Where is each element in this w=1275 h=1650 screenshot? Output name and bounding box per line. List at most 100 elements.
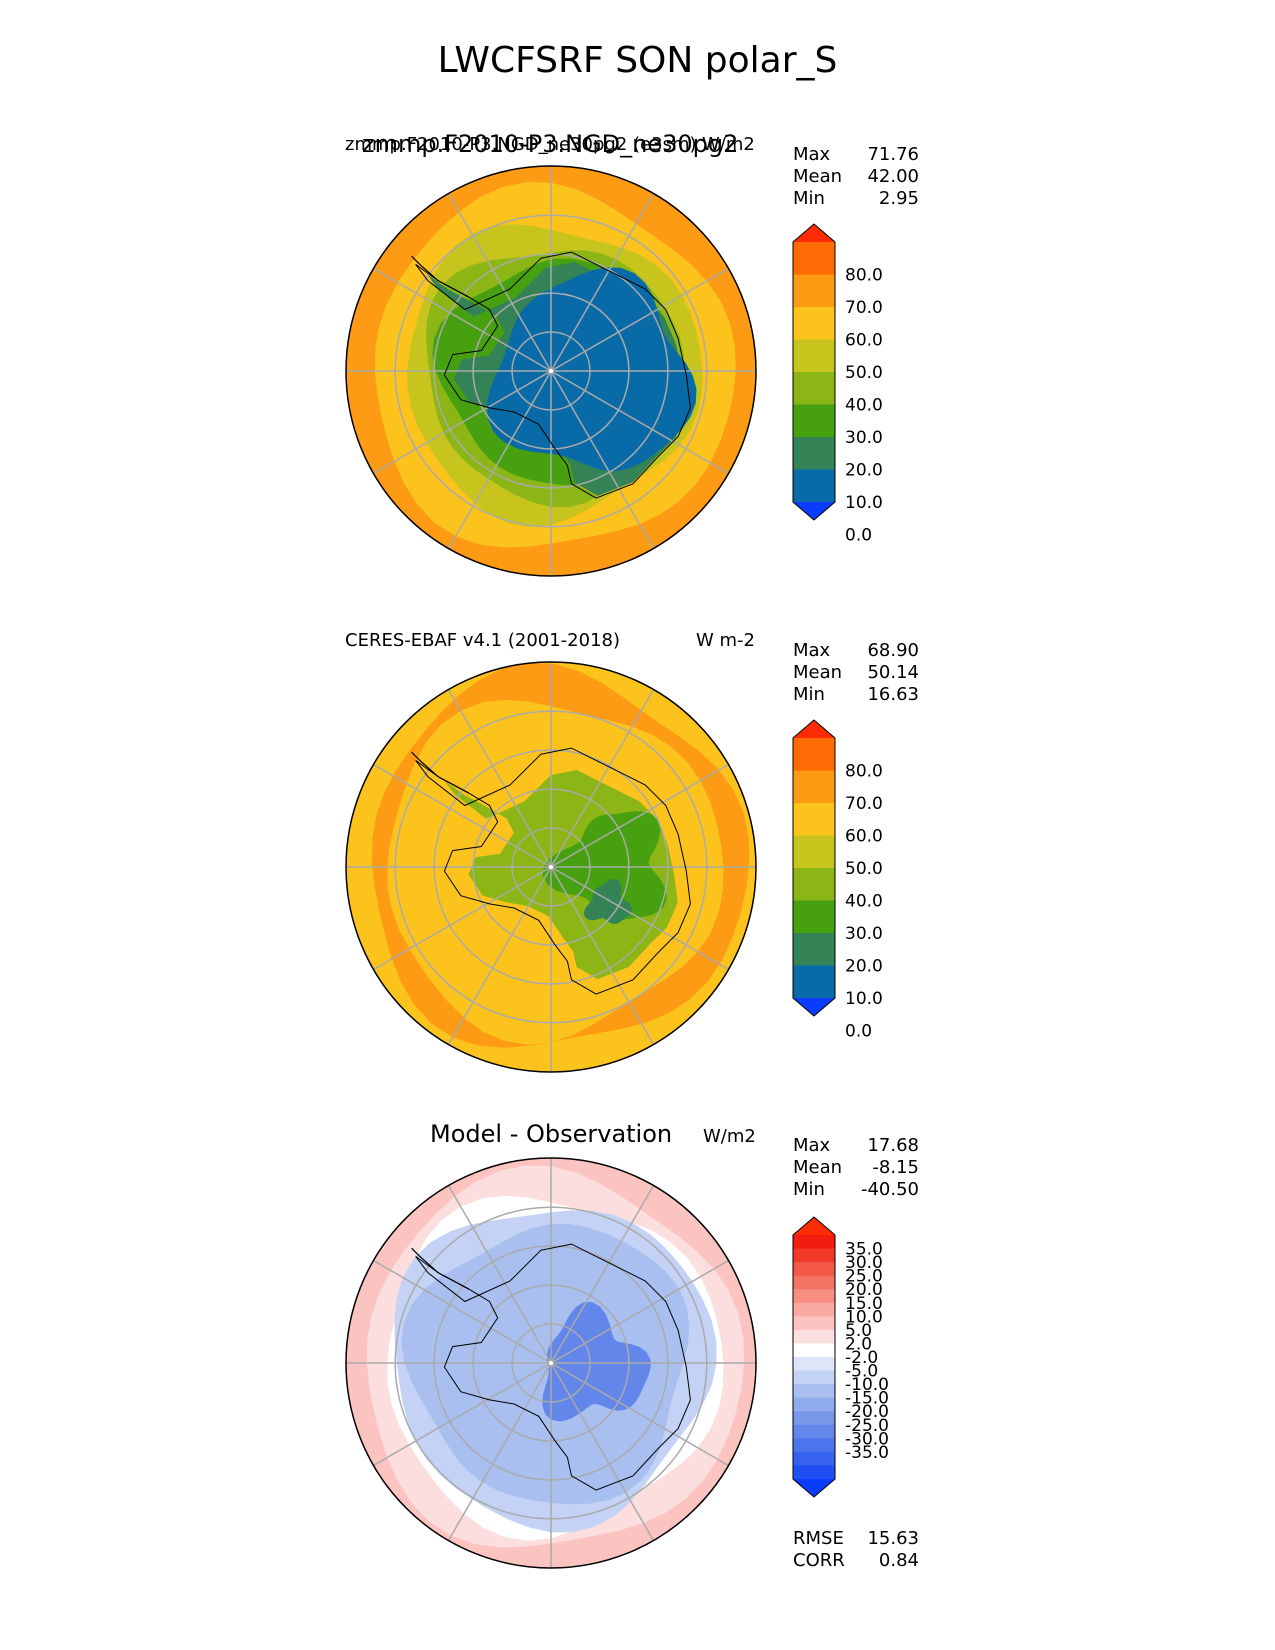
panel-2-left-title: CERES-EBAF v4.1 (2001-2018) <box>345 630 621 651</box>
colorbar-tick-label: 20.0 <box>845 461 883 481</box>
stat-label: Max <box>793 144 831 165</box>
stat-value: 50.14 <box>867 662 919 683</box>
colorbar-swatch <box>793 1438 835 1453</box>
colorbar-tick-label: 0.0 <box>845 1022 872 1042</box>
colorbar-swatch <box>793 1289 835 1304</box>
colorbar-tick-label: 25.0 <box>845 1267 883 1287</box>
colorbar-swatch <box>793 404 835 438</box>
colorbar-tick-label: 40.0 <box>845 396 883 416</box>
stat-value: 15.63 <box>867 1528 919 1549</box>
figure-title: LWCFSRF SON polar_S <box>437 40 838 81</box>
panel-1-overlay-title: zmmp.F2010-P3.NGD_ne30pg2 (e3sm) <box>345 134 697 155</box>
colorbar-swatch <box>793 1370 835 1385</box>
colorbar-swatch <box>793 1343 835 1358</box>
field-band <box>583 879 632 925</box>
stat-label: Mean <box>793 662 843 683</box>
colorbar-2: 80.0 70.0 60.0 50.0 40.0 30.0 20.0 10.0 0.0 <box>792 719 883 1042</box>
panel-3-center-title: Model - Observation <box>430 1120 673 1148</box>
stat-value: 0.84 <box>878 1550 919 1571</box>
colorbar-swatch <box>793 469 835 503</box>
polar-map-2 <box>345 661 757 1073</box>
stat-label: Max <box>793 640 831 661</box>
colorbar-3: 35.030.025.020.015.010.05.02.0-2.0-5.0-1… <box>792 1216 889 1498</box>
stat-label: Max <box>793 1135 831 1156</box>
field-band <box>542 811 667 921</box>
colorbar-tick-label: 70.0 <box>845 794 883 814</box>
stat-value: 42.00 <box>867 166 919 187</box>
colorbar-swatch <box>793 868 835 901</box>
colorbar-tick-label: 10.0 <box>845 1307 883 1327</box>
peninsula-coastline <box>411 1247 470 1290</box>
stat-label: RMSE <box>793 1528 844 1549</box>
stat-value: 68.90 <box>867 640 919 661</box>
colorbar-tick-label: 15.0 <box>845 1294 883 1314</box>
colorbar-swatch <box>793 1275 835 1290</box>
polar-map-1 <box>345 165 757 577</box>
colorbar-swatch <box>793 242 835 275</box>
peninsula-coastline <box>411 751 470 794</box>
colorbar-swatch <box>793 1411 835 1426</box>
colorbar-tick-label: 40.0 <box>845 892 883 912</box>
stat-value: 17.68 <box>867 1135 919 1156</box>
panel-3-units: W/m2 <box>703 1126 756 1147</box>
colorbar-tick-label: -10.0 <box>845 1375 889 1395</box>
colorbar-swatch <box>793 1357 835 1372</box>
colorbar-tick-label: 30.0 <box>845 428 883 448</box>
stat-label: Min <box>793 684 825 705</box>
stat-value: 16.63 <box>867 684 919 705</box>
colorbar-swatch <box>793 1451 835 1466</box>
colorbar-tick-label: 10.0 <box>845 989 883 1009</box>
colorbar-swatch <box>793 900 835 934</box>
colorbar-swatch <box>793 1316 835 1331</box>
map-boundary <box>345 165 757 577</box>
panel-1-units: W/m2 <box>702 134 755 155</box>
colorbar-swatch <box>793 933 835 966</box>
stat-label: Mean <box>793 166 843 187</box>
colorbar-tick-label: 70.0 <box>845 298 883 318</box>
colorbar-swatch <box>793 1465 835 1480</box>
map-boundary <box>345 1157 757 1569</box>
colorbar-swatch <box>793 307 835 340</box>
panel-2-stats: Max 68.90 Mean 50.14 Min 16.63 <box>793 640 919 706</box>
colorbar-swatch <box>793 965 835 999</box>
colorbar-swatch <box>793 372 835 405</box>
peninsula-coastline <box>411 255 470 298</box>
colorbar-tick-label: 35.0 <box>845 1240 883 1260</box>
colorbar-outline <box>792 1216 836 1498</box>
colorbar-extend-max <box>793 1217 835 1235</box>
colorbar-tick-label: 30.0 <box>845 1253 883 1273</box>
stat-value: 71.76 <box>867 144 919 165</box>
colorbar-swatch <box>793 1262 835 1277</box>
colorbar-swatch <box>793 803 835 836</box>
colorbar-swatch <box>793 339 835 373</box>
stat-label: Mean <box>793 1157 843 1178</box>
colorbar-outline <box>792 223 836 521</box>
colorbar-tick-label: -20.0 <box>845 1402 889 1422</box>
colorbar-extend-min <box>793 998 835 1016</box>
colorbar-tick-label: 10.0 <box>845 493 883 513</box>
field-band <box>401 1223 690 1505</box>
colorbar-swatch <box>793 1397 835 1412</box>
colorbar-swatch <box>793 437 835 470</box>
colorbar-extend-max <box>793 224 835 242</box>
panel-3-stats: Max 17.68 Mean -8.15 Min -40.50 <box>793 1135 919 1201</box>
stat-value: -40.50 <box>860 1179 919 1200</box>
colorbar-tick-label: 20.0 <box>845 1280 883 1300</box>
pole-marker <box>549 369 553 373</box>
colorbar-tick-label: 80.0 <box>845 762 883 782</box>
pole-marker <box>549 1361 553 1365</box>
panel-1-stats: Max 71.76 Mean 42.00 Min 2.95 <box>793 144 919 210</box>
stat-value: 2.95 <box>878 188 919 209</box>
colorbar-tick-label: 50.0 <box>845 363 883 383</box>
stat-value: -8.15 <box>872 1157 919 1178</box>
colorbar-tick-label: 2.0 <box>845 1334 872 1354</box>
colorbar-swatch <box>793 1235 835 1250</box>
colorbar-swatch <box>793 274 835 308</box>
stat-label: CORR <box>793 1550 845 1571</box>
colorbar-tick-label: -5.0 <box>845 1362 878 1382</box>
colorbar-swatch <box>793 770 835 804</box>
colorbar-extend-min <box>793 1479 835 1497</box>
colorbar-swatch <box>793 835 835 869</box>
pole-marker <box>549 865 553 869</box>
polar-map-3 <box>345 1157 757 1569</box>
